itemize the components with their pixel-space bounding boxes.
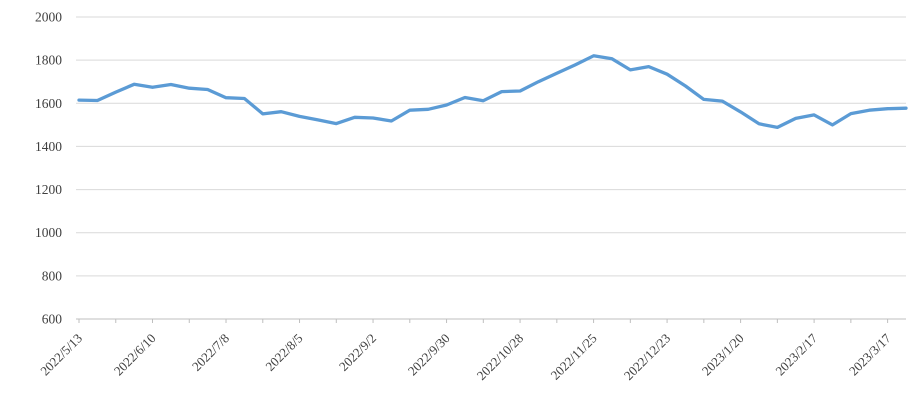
x-tick-label: 2023/1/20	[699, 331, 747, 379]
y-tick-label: 600	[42, 312, 63, 327]
x-tick-label: 2023/3/17	[846, 330, 894, 378]
y-tick-label: 800	[42, 268, 63, 283]
y-tick-label: 1000	[35, 225, 62, 240]
x-tick-label: 2023/2/17	[772, 330, 820, 378]
x-tick-label: 2022/12/23	[621, 331, 673, 383]
y-tick-label: 1200	[35, 182, 62, 197]
y-tick-label: 1400	[35, 139, 62, 154]
x-tick-label: 2022/8/5	[262, 331, 305, 374]
y-tick-label: 1800	[35, 53, 62, 68]
x-tick-label: 2022/10/28	[474, 331, 526, 383]
x-tick-label: 2022/9/2	[336, 331, 379, 374]
x-tick-label: 2022/6/10	[111, 331, 159, 379]
data-line-series	[77, 54, 908, 130]
y-tick-label: 2000	[35, 10, 62, 25]
x-tick-label: 2022/5/13	[37, 331, 85, 379]
x-tick-label: 2022/11/25	[548, 331, 600, 383]
x-tick-label: 2022/9/30	[405, 331, 453, 379]
x-tick-label: 2022/7/8	[189, 331, 232, 374]
y-tick-label: 1600	[35, 96, 62, 111]
